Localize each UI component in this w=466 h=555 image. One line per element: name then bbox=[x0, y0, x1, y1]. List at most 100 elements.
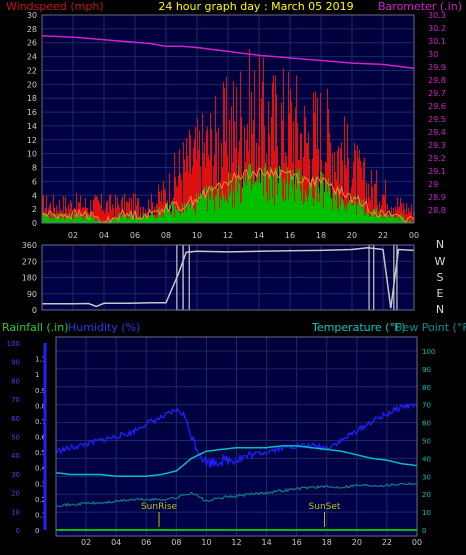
temperature-tick-label: 20 bbox=[422, 491, 431, 499]
windspeed-axis-title: Windspeed (mph) bbox=[6, 0, 104, 13]
rainfall-tick-label: 0.2 bbox=[35, 496, 46, 504]
compass-label-n-bottom: N bbox=[436, 303, 444, 316]
compass-label-s: S bbox=[437, 271, 444, 284]
page-title: 24 hour graph day : March 05 2019 bbox=[158, 0, 353, 13]
top-x-tick-label: 10 bbox=[192, 231, 202, 240]
sun-annotations: SunRise SunSet bbox=[141, 502, 341, 527]
sunrise-label: SunRise bbox=[141, 502, 178, 512]
direction-tick-label: 90 bbox=[27, 290, 37, 299]
direction-plot-frame bbox=[41, 244, 415, 311]
barometer-tick-label: 30 bbox=[428, 50, 438, 59]
climate-x-tick-label: 00 bbox=[412, 538, 422, 547]
barometer-tick-label: 29.4 bbox=[428, 128, 446, 137]
barometer-axis-title: Barometer (.in) bbox=[378, 0, 462, 13]
top-x-tick-label: 18 bbox=[316, 231, 326, 240]
top-x-tick-label: 08 bbox=[161, 231, 171, 240]
barometer-tick-label: 30.1 bbox=[428, 37, 446, 46]
climate-x-tick-label: 08 bbox=[171, 538, 181, 547]
climate-x-tick-label: 04 bbox=[111, 538, 121, 547]
barometer-tick-label: 28.8 bbox=[428, 206, 446, 215]
top-x-tick-label: 02 bbox=[68, 231, 78, 240]
rainfall-ticks: 0 0.1 0.2 0.3 0.4 0.5 0.6 0.7 0.8 0.9 1 1.1 bbox=[35, 356, 47, 535]
humidity-tick-label: 80 bbox=[11, 377, 20, 385]
climate-x-tick-label: 12 bbox=[231, 538, 241, 547]
climate-x-tick-label: 18 bbox=[322, 538, 332, 547]
barometer-tick-label: 30.2 bbox=[428, 24, 446, 33]
climate-x-tick-label: 02 bbox=[81, 538, 91, 547]
humidity-tick-label: 30 bbox=[11, 471, 20, 479]
sunset-label: SunSet bbox=[309, 502, 341, 512]
windspeed-tick-label: 20 bbox=[27, 80, 37, 89]
top-x-ticks: 02 04 06 08 10 12 14 16 18 20 22 00 bbox=[68, 231, 419, 240]
windspeed-tick-label: 0 bbox=[32, 219, 37, 228]
compass-label-n-top: N bbox=[436, 238, 444, 251]
barometer-tick-label: 29.1 bbox=[428, 167, 446, 176]
rainfall-tick-label: 0 bbox=[35, 527, 39, 535]
rainfall-tick-label: 0.1 bbox=[35, 511, 46, 519]
compass-label-w: W bbox=[435, 255, 446, 268]
top-x-tick-label: 16 bbox=[285, 231, 295, 240]
windspeed-tick-label: 24 bbox=[27, 53, 37, 62]
temperature-axis-title: Temperature (°F) bbox=[311, 321, 406, 334]
rainfall-axis-title: Rainfall (.in) bbox=[2, 321, 69, 334]
rainfall-tick-label: 0.5 bbox=[35, 449, 46, 457]
humidity-tick-label: 90 bbox=[11, 359, 20, 367]
direction-tick-label: 360 bbox=[22, 241, 37, 250]
rainfall-tick-label: 0.4 bbox=[35, 465, 47, 473]
top-x-tick-label: 22 bbox=[378, 231, 388, 240]
climate-x-ticks: 02 04 06 08 10 12 14 16 18 20 22 00 bbox=[81, 538, 422, 547]
windspeed-tick-label: 4 bbox=[32, 191, 37, 200]
wind-marks bbox=[41, 35, 415, 225]
rainfall-tick-label: 0.6 bbox=[35, 434, 47, 442]
barometer-tick-label: 29 bbox=[428, 180, 438, 189]
humidity-line bbox=[55, 402, 418, 468]
climate-plot-frame bbox=[55, 336, 418, 537]
barometer-tick-label: 28.9 bbox=[428, 193, 446, 202]
barometer-tick-label: 29.5 bbox=[428, 115, 446, 124]
windspeed-tick-label: 6 bbox=[32, 177, 37, 186]
temperature-tick-label: 40 bbox=[422, 455, 431, 463]
humidity-tick-label: 100 bbox=[7, 340, 20, 348]
barometer-tick-label: 29.3 bbox=[428, 141, 446, 150]
direction-ticks: 0 90 180 270 360 bbox=[22, 241, 37, 315]
barometer-tick-label: 30.3 bbox=[428, 11, 446, 20]
windspeed-tick-label: 12 bbox=[27, 136, 37, 145]
direction-tick-label: 270 bbox=[22, 257, 37, 266]
climate-marks bbox=[55, 402, 418, 531]
wind-average-line bbox=[41, 167, 415, 225]
compass-label-e: E bbox=[437, 287, 444, 300]
temperature-line bbox=[55, 445, 418, 478]
rainfall-tick-label: 0.7 bbox=[35, 418, 46, 426]
barometer-tick-label: 29.6 bbox=[428, 102, 446, 111]
windspeed-tick-label: 2 bbox=[32, 205, 37, 214]
windspeed-tick-label: 30 bbox=[27, 11, 37, 20]
climate-x-tick-label: 22 bbox=[382, 538, 392, 547]
humidity-tick-label: 10 bbox=[11, 508, 20, 516]
top-x-tick-label: 06 bbox=[130, 231, 140, 240]
direction-line bbox=[42, 246, 415, 309]
temperature-tick-label: 0 bbox=[422, 527, 426, 535]
windspeed-tick-label: 14 bbox=[27, 122, 37, 131]
barometer-tick-label: 29.9 bbox=[428, 63, 446, 72]
temperature-ticks: 0 10 20 30 40 50 60 70 80 90 100 bbox=[422, 348, 435, 535]
climate-x-tick-label: 14 bbox=[261, 538, 271, 547]
temperature-tick-label: 60 bbox=[422, 420, 431, 428]
rainfall-tick-label: 0.8 bbox=[35, 402, 46, 410]
windspeed-tick-label: 8 bbox=[32, 164, 37, 173]
windspeed-tick-label: 28 bbox=[27, 25, 37, 34]
temperature-tick-label: 10 bbox=[422, 509, 431, 517]
windspeed-tick-label: 22 bbox=[27, 66, 37, 75]
dewpoint-axis-title: Dew Point (°F) bbox=[394, 321, 466, 334]
climate-x-tick-label: 06 bbox=[141, 538, 151, 547]
top-plot-frame bbox=[41, 14, 415, 224]
temperature-tick-label: 50 bbox=[422, 438, 431, 446]
barometer-tick-label: 29.7 bbox=[428, 89, 446, 98]
humidity-tick-label: 50 bbox=[11, 434, 20, 442]
direction-tick-label: 180 bbox=[22, 274, 37, 283]
humidity-tick-label: 20 bbox=[11, 490, 20, 498]
rainfall-tick-label: 0.9 bbox=[35, 387, 46, 395]
